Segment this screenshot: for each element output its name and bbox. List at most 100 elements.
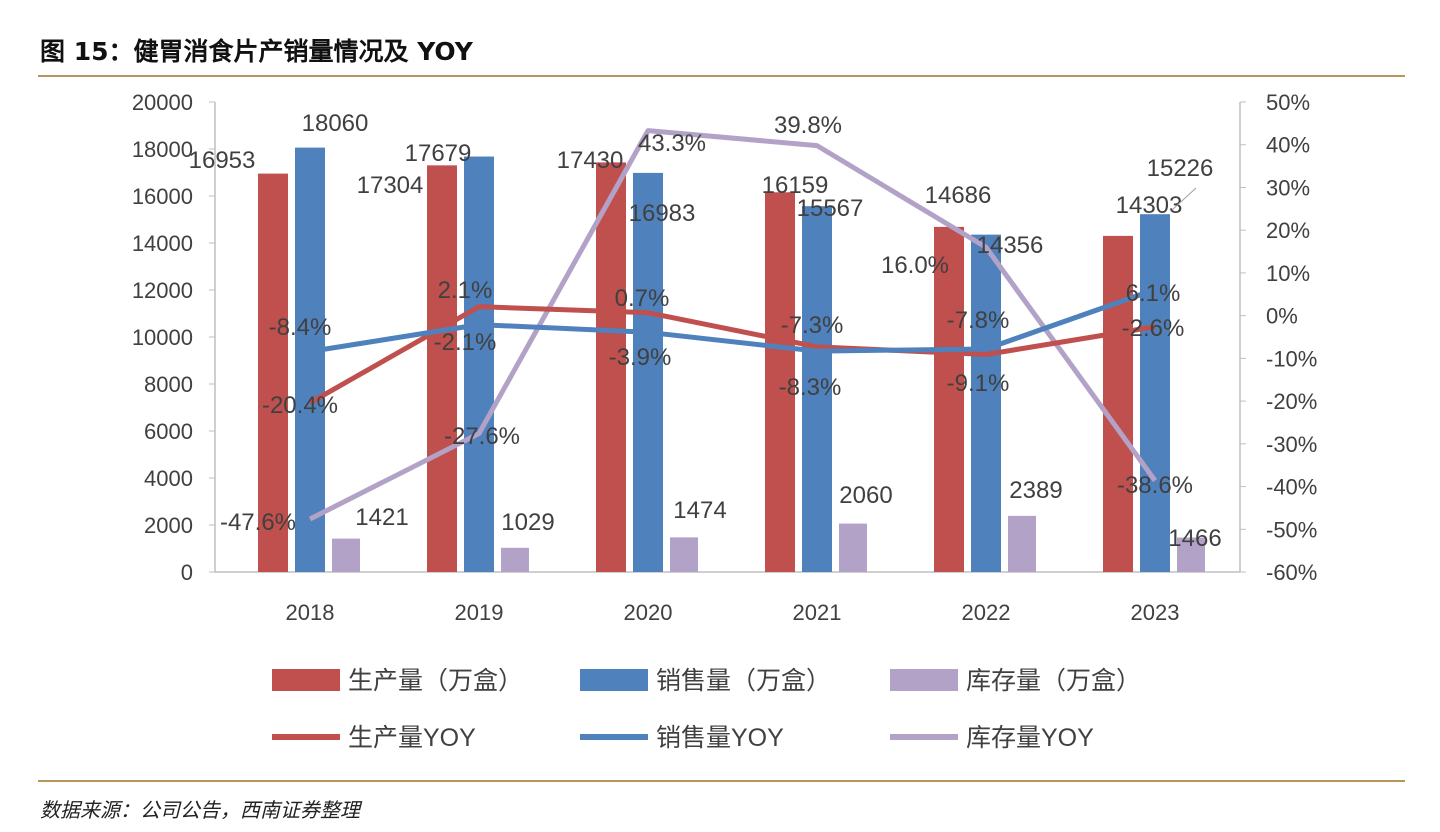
data-label: 16159 — [762, 172, 829, 199]
line-sales-yoy — [309, 287, 1156, 354]
data-label: 14303 — [1116, 192, 1183, 219]
left-tick-label: 4000 — [144, 466, 193, 491]
left-tick-label: 2000 — [144, 513, 193, 538]
bar-production — [427, 165, 457, 572]
data-label: 1421 — [355, 504, 408, 531]
legend-label: 销售量（万盒） — [656, 667, 831, 695]
bar-production — [765, 192, 795, 573]
bar-sales — [295, 147, 325, 572]
bar-inventory — [839, 523, 867, 572]
right-tick-label: 40% — [1266, 133, 1310, 158]
bar-production — [258, 173, 288, 573]
right-tick-label: -40% — [1266, 475, 1317, 500]
data-label: -7.8% — [947, 307, 1010, 334]
legend-swatch — [580, 669, 648, 691]
bar-inventory — [670, 537, 698, 572]
right-tick-label: 20% — [1266, 218, 1310, 243]
data-label: 18060 — [302, 110, 369, 137]
source-note: 数据来源：公司公告，西南证券整理 — [40, 798, 360, 822]
data-label: 2.1% — [438, 277, 493, 304]
bar-sales — [464, 156, 494, 572]
data-label: -2.1% — [434, 329, 497, 356]
bar-sales — [971, 234, 1001, 572]
bar-production — [1103, 235, 1133, 572]
bar-inventory — [1008, 515, 1036, 572]
right-tick-label: 0% — [1266, 304, 1298, 329]
data-label: 6.1% — [1126, 280, 1181, 307]
x-tick-label: 2023 — [1131, 600, 1180, 625]
data-label: -20.4% — [262, 392, 338, 419]
x-tick-label: 2018 — [286, 600, 335, 625]
source-rule — [38, 780, 1405, 782]
data-label: -27.6% — [444, 423, 520, 450]
line-production-yoy — [308, 304, 1156, 405]
legend-label: 生产量YOY — [348, 724, 476, 752]
bar-production — [596, 162, 626, 572]
data-label: 43.3% — [638, 130, 706, 157]
data-label: 17679 — [405, 140, 472, 167]
bar-production — [934, 226, 964, 572]
left-tick-label: 12000 — [132, 278, 193, 303]
legend-label: 销售量YOY — [656, 724, 784, 752]
left-tick-label: 6000 — [144, 419, 193, 444]
data-label: 1029 — [501, 509, 554, 536]
x-tick-label: 2020 — [624, 600, 673, 625]
leader-line — [1171, 187, 1197, 211]
right-tick-label: 10% — [1266, 261, 1310, 286]
data-label: -47.6% — [220, 509, 296, 536]
bar-inventory — [501, 547, 529, 572]
legend-label: 库存量YOY — [966, 724, 1094, 752]
x-tick-label: 2022 — [962, 600, 1011, 625]
legend-label: 库存量（万盒） — [966, 667, 1141, 695]
figure-title: 图 15：健胃消食片产销量情况及 YOY — [40, 37, 473, 66]
legend-label: 生产量（万盒） — [348, 667, 523, 695]
data-label: -7.3% — [781, 312, 844, 339]
right-tick-label: -30% — [1266, 432, 1317, 457]
data-label: 1466 — [1168, 525, 1221, 552]
right-tick-label: -60% — [1266, 560, 1317, 585]
bar-inventory — [332, 538, 360, 572]
left-tick-label: 14000 — [132, 231, 193, 256]
data-label: 16983 — [629, 200, 696, 227]
legend-swatch — [272, 669, 340, 691]
right-tick-label: -20% — [1266, 389, 1317, 414]
left-tick-label: 8000 — [144, 372, 193, 397]
data-label: -8.4% — [269, 314, 332, 341]
left-tick-label: 20000 — [132, 90, 193, 115]
bar-sales — [802, 206, 832, 572]
data-label: -2.6% — [1122, 315, 1185, 342]
left-tick-label: 10000 — [132, 325, 193, 350]
left-tick-label: 0 — [181, 560, 193, 585]
left-tick-label: 16000 — [132, 184, 193, 209]
line-inventory-yoy — [308, 128, 1158, 522]
left-tick-label: 18000 — [132, 137, 193, 162]
right-tick-label: -50% — [1266, 517, 1317, 542]
data-label: 14356 — [977, 232, 1044, 259]
bar-sales — [633, 172, 663, 572]
x-tick-label: 2019 — [455, 600, 504, 625]
data-label: -38.6% — [1117, 472, 1193, 499]
data-label: -9.1% — [947, 370, 1010, 397]
data-label: 14686 — [925, 182, 992, 209]
data-label: -3.9% — [609, 344, 672, 371]
data-label: 2389 — [1009, 477, 1062, 504]
data-label: 2060 — [839, 482, 892, 509]
chart: 0 2000 4000 6000 8000 10000 12000 14000 16000 180… — [132, 90, 1318, 752]
bar-sales — [1140, 214, 1170, 572]
x-tick-label: 2021 — [793, 600, 842, 625]
data-label: 17304 — [357, 172, 424, 199]
right-tick-label: 30% — [1266, 175, 1310, 200]
data-label: 1474 — [673, 497, 726, 524]
legend-swatch — [890, 669, 958, 691]
bar-inventory — [1177, 537, 1205, 572]
data-label: 0.7% — [615, 285, 670, 312]
data-label: -8.3% — [779, 374, 842, 401]
title-rule — [38, 75, 1405, 77]
right-tick-label: 50% — [1266, 90, 1310, 115]
right-tick-label: -10% — [1266, 346, 1317, 371]
data-label: 16.0% — [881, 252, 949, 279]
data-label: 16953 — [189, 147, 256, 174]
data-label: 15567 — [797, 195, 864, 222]
data-label: 15226 — [1147, 155, 1214, 182]
data-label: 39.8% — [774, 112, 842, 139]
